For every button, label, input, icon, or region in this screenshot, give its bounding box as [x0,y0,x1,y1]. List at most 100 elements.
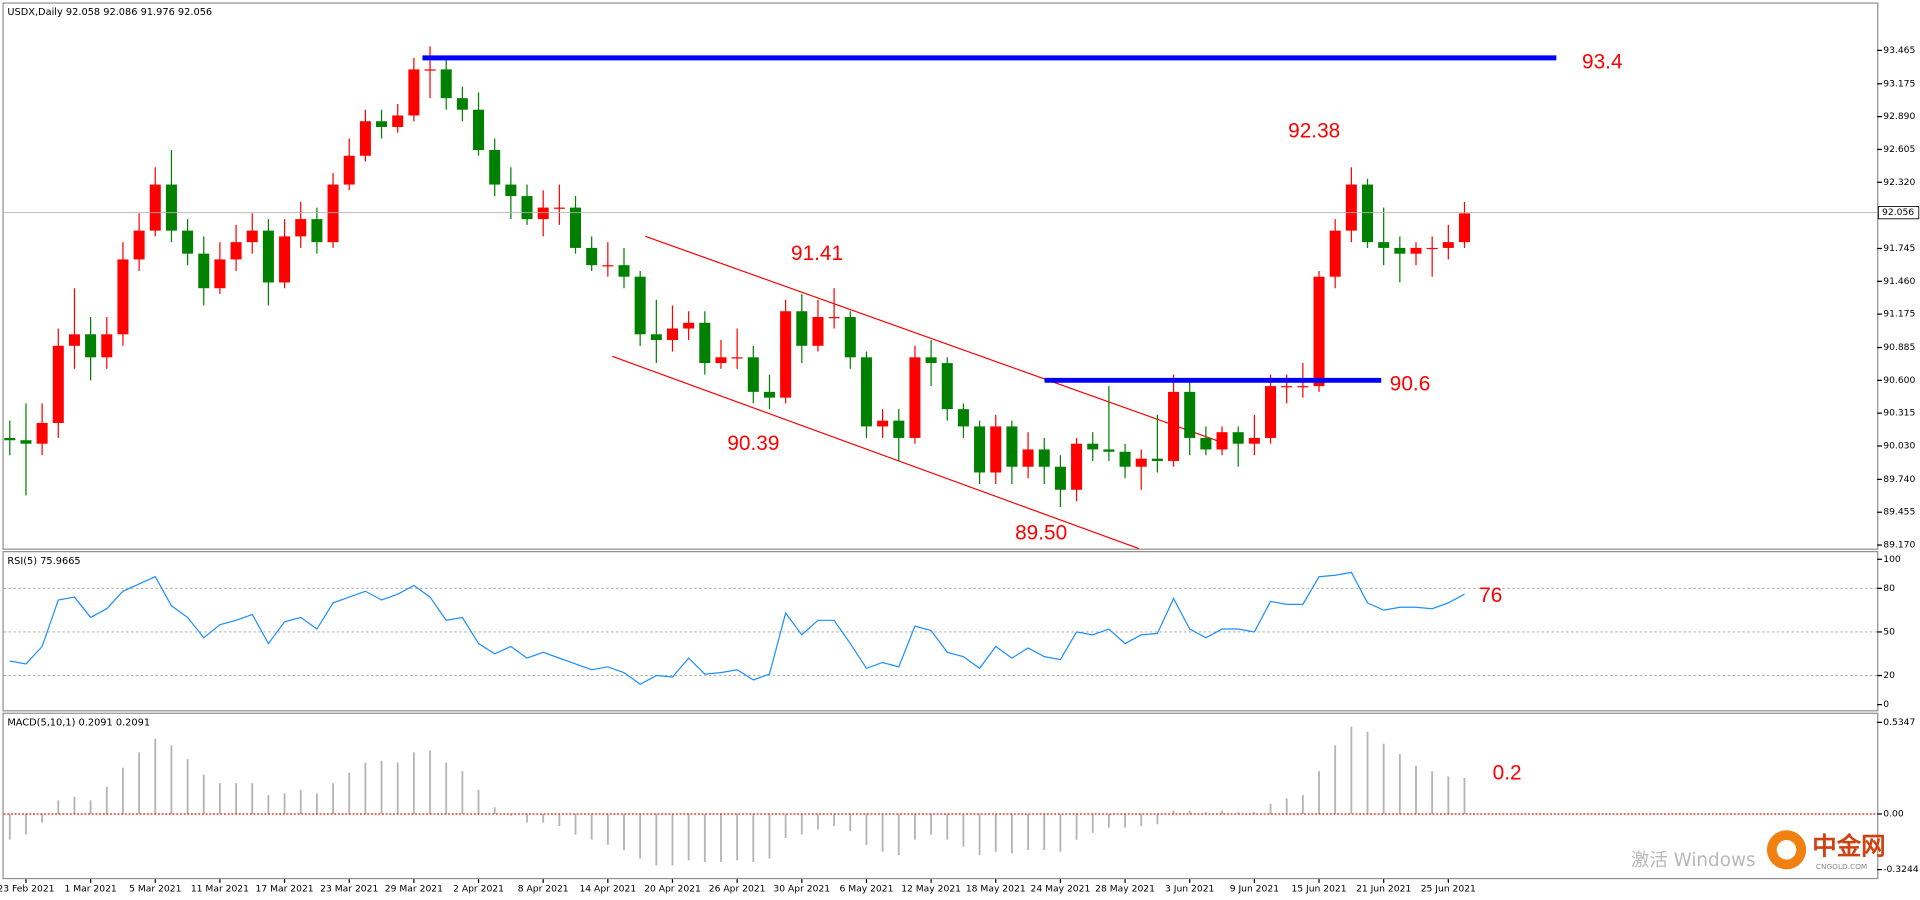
candle-body [893,420,905,438]
level-label: 93.4 [1582,50,1622,73]
candle-body [618,265,630,277]
y-tick-label: 93.175 [1883,78,1915,89]
x-tick-label: 23 Feb 2021 [0,883,55,894]
candle-body [343,155,355,185]
candle-body [941,363,953,410]
y-tick-label: 50 [1883,626,1895,637]
candle-body [957,409,969,427]
y-tick-label: -0.3244 [1883,864,1919,875]
x-tick-label: 9 Jun 2021 [1230,883,1279,894]
candle-body [1442,242,1454,248]
channel-upper [645,235,1225,444]
x-tick-label: 6 May 2021 [839,883,893,894]
candle-body [683,322,695,329]
x-tick-label: 14 Apr 2021 [579,883,636,894]
candle-body [1216,432,1228,450]
candle-body [1329,230,1341,277]
macd-panel [2,712,1879,880]
last-price-label: 92.056 [1882,207,1914,218]
candle-body [796,311,808,346]
candle-body [408,69,420,116]
price-annotation: 90.39 [727,432,779,455]
y-tick-label: 20 [1883,670,1895,681]
candle-body [990,426,1002,473]
rsi-line [9,571,1465,685]
y-tick-label: 90.030 [1883,440,1915,451]
x-tick-label: 18 May 2021 [966,883,1026,894]
rsi-panel [2,551,1879,712]
candle-body [925,357,937,364]
candle-body [666,328,678,341]
x-tick-label: 23 Mar 2021 [320,883,378,894]
candle-body [295,219,307,237]
candle-body [1297,386,1309,388]
candle-body [376,121,388,127]
candle-body [279,236,291,283]
macd-annotation: 0.2 [1493,761,1522,784]
candle-body [844,317,856,358]
y-tick-label: 91.175 [1883,309,1915,320]
brand-site: CNGOLD.COM [1816,862,1867,871]
candle-body [1184,391,1196,438]
candle-body [1022,449,1034,467]
x-tick-label: 25 Jun 2021 [1421,883,1476,894]
y-tick-label: 91.460 [1883,276,1915,287]
candle-body [1345,184,1357,231]
candle-body [1248,437,1260,444]
candle-body [763,391,775,398]
main-panel [2,2,1879,550]
candle-body [1168,391,1180,461]
candle-body [909,357,921,438]
candle-body [440,69,452,99]
candle-body [311,219,323,243]
y-tick-label: 89.740 [1883,474,1915,485]
candle-body [4,437,16,441]
candle-body [715,357,727,364]
candle-body [974,426,986,473]
x-tick-label: 12 May 2021 [901,883,961,894]
brand-logo-inner [1776,840,1797,860]
candle-body [1362,184,1374,243]
x-tick-label: 11 Mar 2021 [191,883,249,894]
candle-body [117,259,129,335]
candle-body [1378,242,1390,248]
candle-body [731,357,743,359]
price-annotation: 89.50 [1015,521,1067,544]
y-tick-label: 89.170 [1883,540,1915,551]
candle-body [570,207,582,248]
x-tick-label: 5 Mar 2021 [129,883,181,894]
candle-body [424,69,436,71]
candle-body [1426,247,1438,250]
y-tick-label: 92.605 [1883,144,1915,155]
candle-body [1458,213,1470,243]
candle-body [1265,386,1277,438]
candle-body [101,334,113,358]
candle-body [602,265,614,267]
candle-body [68,334,80,346]
candle-body [812,317,824,346]
y-tick-label: 90.315 [1883,408,1915,419]
candle-body [1281,386,1293,388]
x-tick-label: 21 Jun 2021 [1356,883,1411,894]
macd-title: MACD(5,10,1) 0.2091 0.2091 [7,717,150,728]
candle-body [1087,443,1099,450]
y-tick-label: 93.465 [1883,45,1915,56]
candle-body [634,276,646,335]
rsi-annotation: 76 [1479,584,1502,607]
candle-body [1006,426,1018,467]
candle-body [182,230,194,254]
candle-body [85,334,97,358]
candle-body [36,422,48,444]
candle-body [359,121,371,156]
x-tick-label: 28 May 2021 [1095,883,1155,894]
candle-body [1410,247,1422,254]
x-tick-label: 24 May 2021 [1031,883,1091,894]
candle-body [699,322,711,364]
candle-body [246,230,258,243]
x-tick-label: 20 Apr 2021 [644,883,701,894]
y-tick-label: 90.885 [1883,342,1915,353]
candle-body [165,184,177,231]
x-tick-label: 2 Apr 2021 [453,883,504,894]
candle-body [650,334,662,341]
